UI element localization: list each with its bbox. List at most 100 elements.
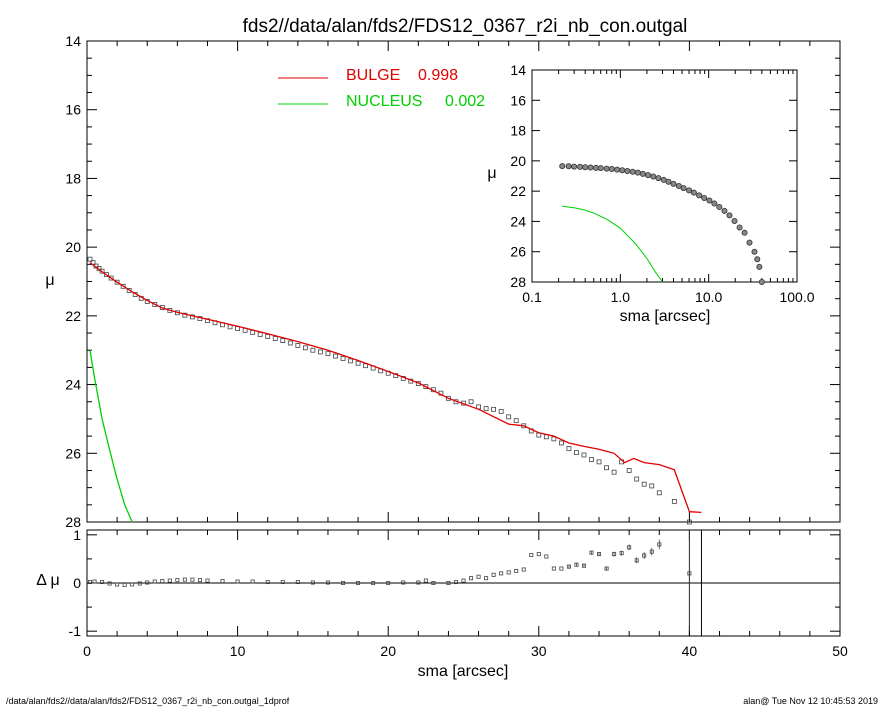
legend: BULGE 0.998 NUCLEUS 0.002 (278, 67, 485, 110)
x-tick-label: 20 (380, 643, 396, 659)
inset-data-point (736, 224, 743, 231)
inset-data-point (614, 166, 621, 173)
inset-data-point (571, 163, 578, 170)
inset-data-point (754, 256, 761, 263)
nucleus-line (89, 350, 133, 523)
residual-data-point (536, 552, 541, 557)
main-data-point (348, 358, 353, 364)
inset-data-point (721, 207, 728, 214)
inset-y-tick-label: 28 (510, 274, 526, 290)
residual-data-point (589, 550, 594, 555)
main-data-point (287, 340, 293, 346)
inset-data-point (746, 239, 753, 246)
inset-x-tick-label: 10.0 (695, 289, 722, 305)
main-data-point (611, 469, 617, 475)
main-data-point (302, 345, 308, 351)
main-data-point (468, 399, 474, 405)
residual-data-point (627, 545, 632, 550)
inset-data-point (696, 192, 703, 199)
x-tick-label: 10 (230, 643, 246, 659)
main-y-tick-label: 26 (65, 445, 81, 461)
main-data-point (634, 476, 640, 482)
main-data-point (604, 465, 609, 471)
inset-y-tick-label: 24 (510, 213, 526, 229)
residual-data-point (416, 580, 421, 585)
inset-y-tick-label: 20 (510, 153, 526, 169)
inset-data-point (603, 165, 610, 172)
inset-y-tick-label: 14 (510, 62, 526, 78)
main-data-point (513, 418, 519, 424)
residual-data-point (642, 553, 647, 558)
main-data-point (558, 440, 564, 446)
inset-data-point (706, 197, 713, 204)
main-data-point (333, 353, 338, 359)
inset-data-point (655, 175, 662, 182)
inset-data-point (559, 163, 566, 170)
residual-data-point (205, 578, 210, 583)
residual-data-point (581, 563, 586, 568)
main-y-tick-label: 14 (65, 33, 81, 49)
inset-data-points (559, 163, 765, 285)
x-tick-label: 40 (682, 643, 698, 659)
residual-data-point (88, 580, 93, 585)
residual-data-point (453, 580, 458, 585)
residual-data-point (122, 582, 127, 587)
inset-data-point (726, 212, 733, 219)
inset-x-tick-label: 100.0 (779, 289, 814, 305)
inset-data-point (751, 248, 758, 255)
residual-data-point (529, 553, 534, 558)
inset-nucleus-line (562, 205, 663, 283)
main-data-point (589, 457, 594, 462)
main-gridticks (86, 40, 841, 523)
main-data-point (355, 360, 361, 366)
residual-data-point (574, 562, 579, 567)
main-data-point (483, 406, 489, 412)
main-data-point (257, 332, 263, 337)
inset-y-axis-label: μ (487, 165, 496, 182)
inset-y-tick-label: 16 (510, 92, 526, 108)
inset-data-point (565, 163, 572, 170)
main-data-point (566, 446, 572, 451)
main-data-point (310, 347, 316, 353)
inset-data-point (619, 167, 626, 174)
main-data-point (671, 498, 677, 504)
legend-nucleus-value: 0.002 (445, 93, 485, 110)
main-y-tick-label: 28 (65, 514, 81, 530)
residual-data-point (604, 566, 609, 571)
inset-data-point (597, 165, 604, 172)
residual-data-point (461, 578, 466, 583)
residual-data-points (88, 530, 692, 632)
inset-data-point (665, 178, 672, 185)
main-data-point (498, 408, 504, 414)
main-y-tick-label: 20 (65, 239, 81, 255)
residual-data-point (506, 570, 511, 575)
residual-data-point (649, 549, 654, 554)
residual-y-tick-label: -1 (69, 623, 82, 639)
x-tick-labels: 0 10 20 30 40 50 (83, 643, 848, 659)
residual-data-point (130, 582, 135, 587)
main-y-tick-label: 24 (65, 377, 81, 393)
inset-data-point (624, 168, 631, 175)
main-y-axis-label: μ (45, 272, 54, 289)
main-data-point (641, 481, 647, 487)
residual-data-point (182, 577, 187, 582)
inset-data-point (645, 172, 652, 179)
residual-y-tick-labels: -1 0 1 (69, 527, 82, 639)
inset-plot-frame (531, 69, 798, 283)
residual-data-point (220, 579, 225, 584)
inset-data-point (608, 166, 615, 173)
residual-data-point (597, 552, 602, 557)
inset-data-point (650, 173, 657, 180)
residual-data-point (619, 551, 624, 556)
inset-data-point (587, 164, 594, 171)
residual-data-point (657, 542, 662, 547)
residual-data-point (152, 579, 157, 584)
inset-x-tick-label: 1.0 (611, 289, 631, 305)
residual-data-point (145, 580, 150, 585)
main-data-point (574, 450, 579, 455)
residual-y-axis-label: Δ μ (36, 572, 59, 589)
main-data-point (687, 519, 692, 525)
inset-data-point (639, 170, 646, 177)
main-data-point (581, 452, 587, 458)
